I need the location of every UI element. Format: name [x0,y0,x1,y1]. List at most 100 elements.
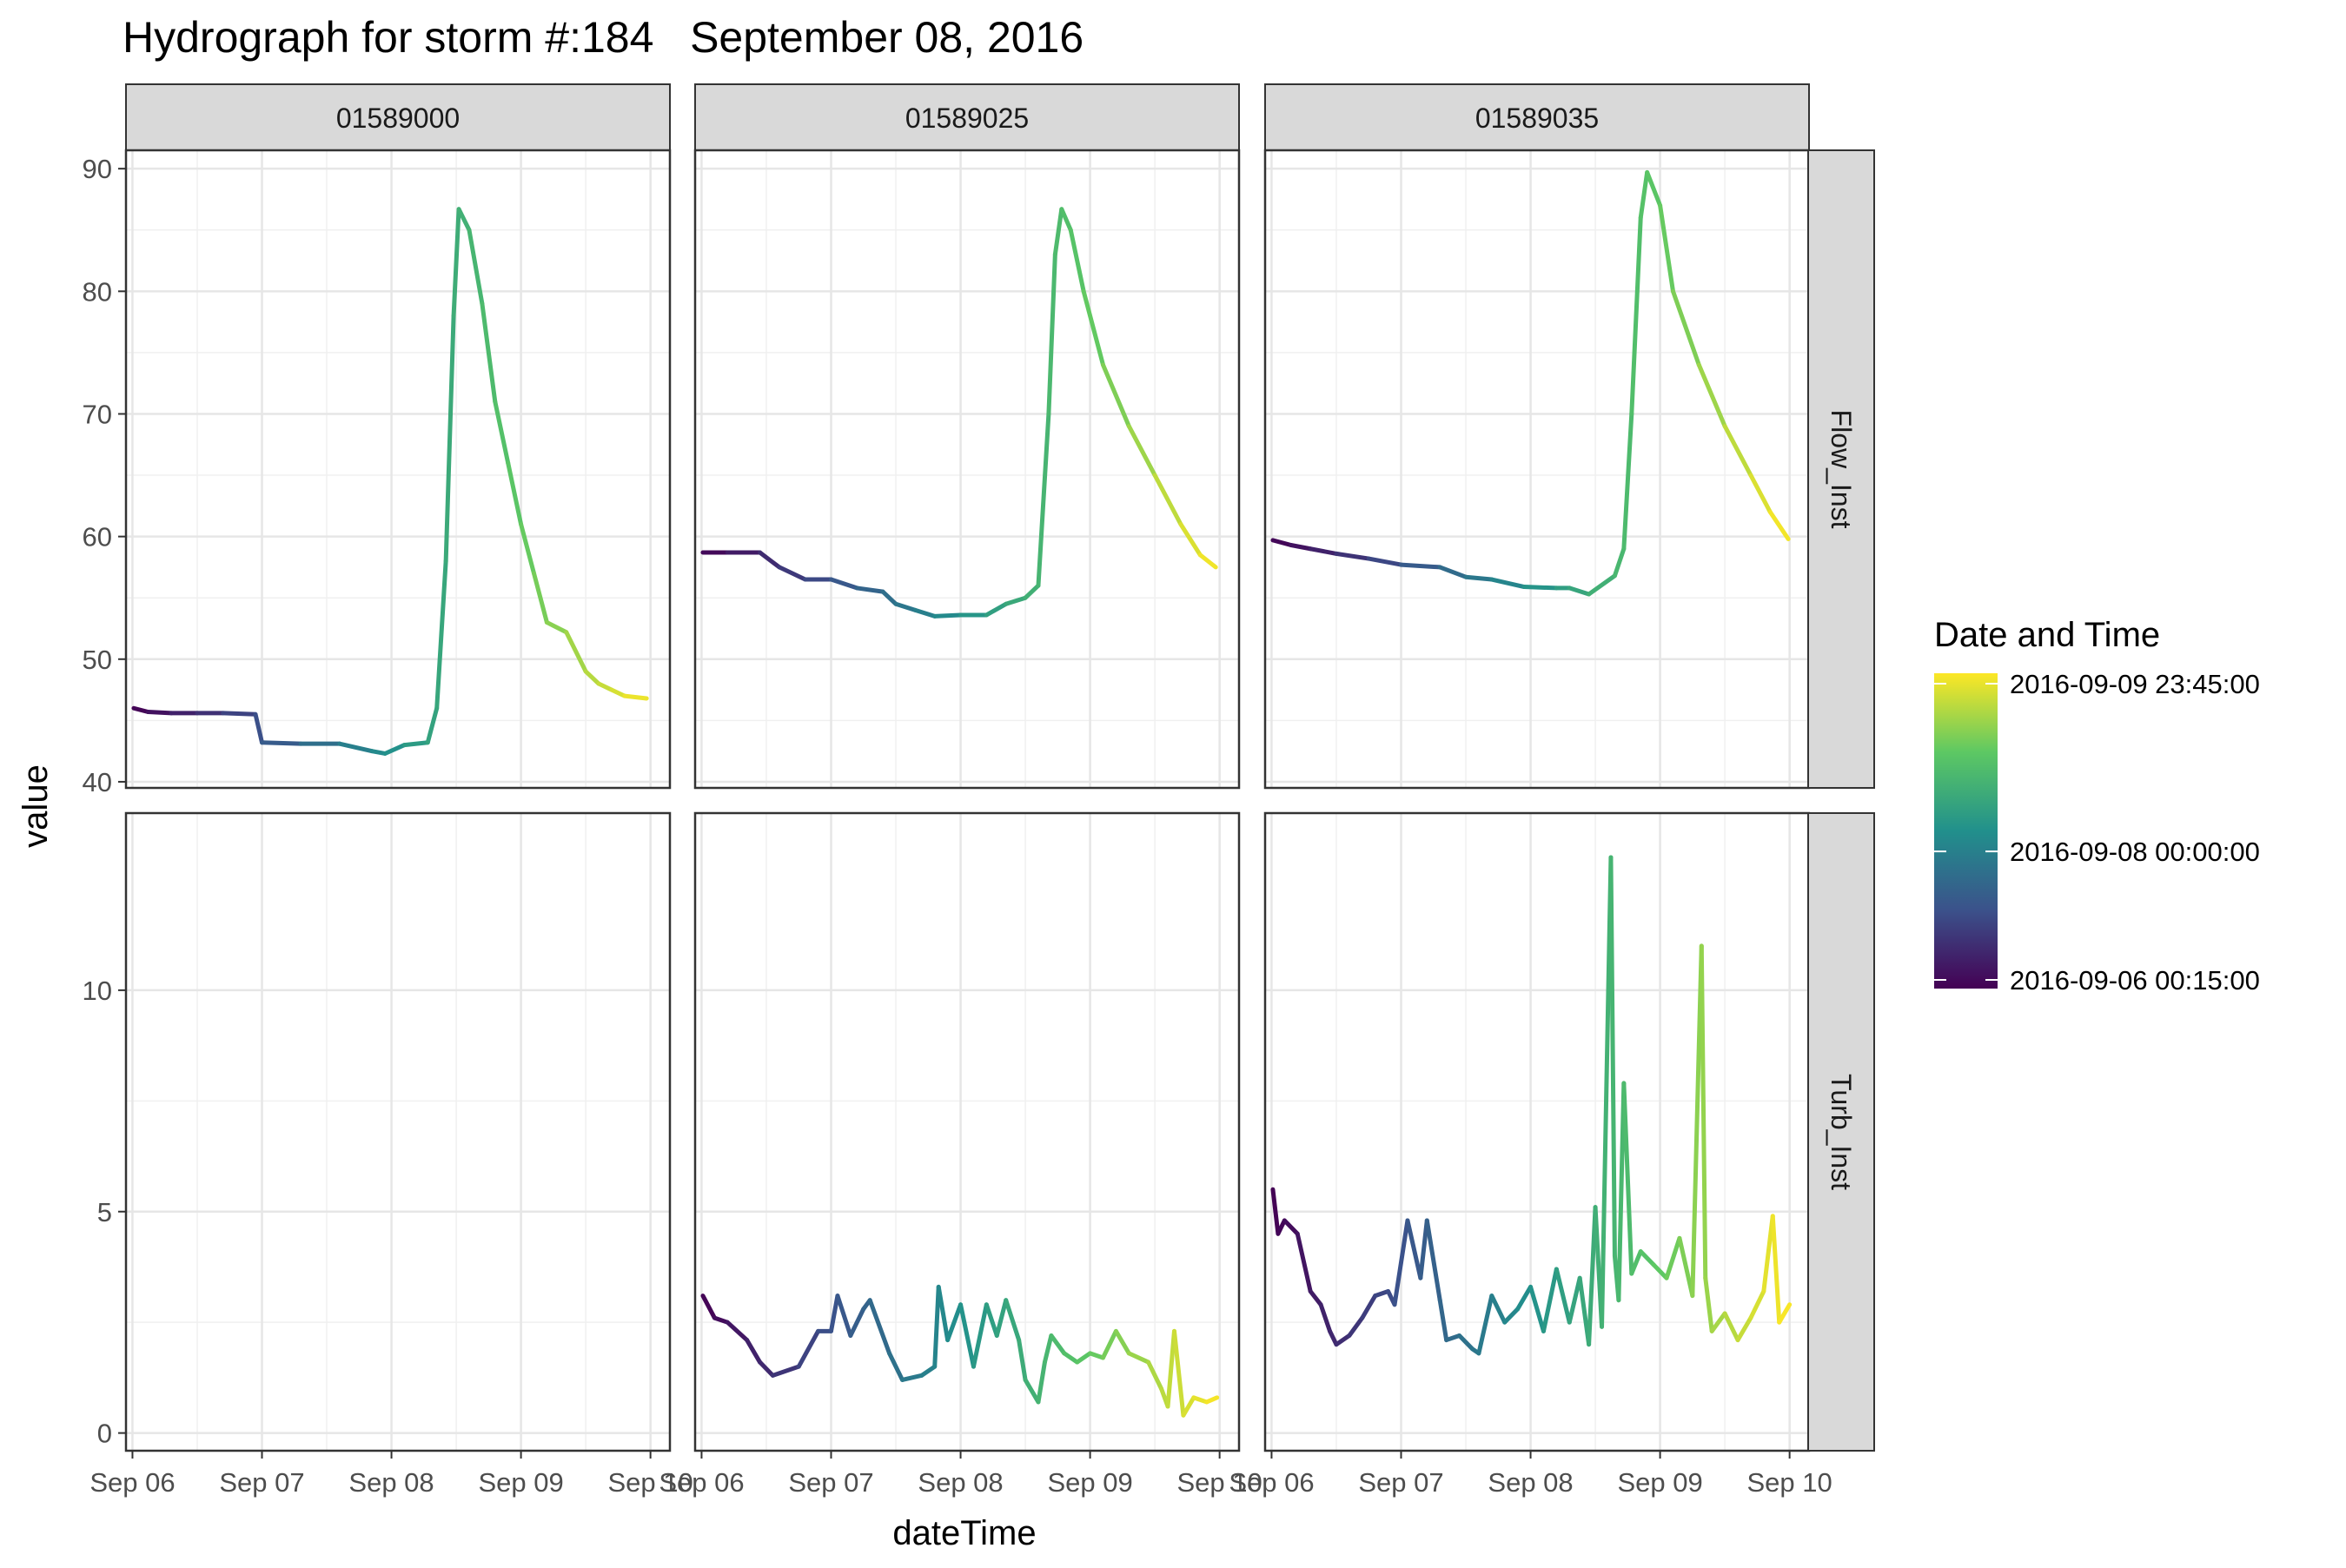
series-segment [880,589,898,606]
series-segment [1178,522,1203,558]
series-segment [1334,1333,1352,1347]
series-segment [1489,1293,1508,1325]
series-segment [1042,1333,1054,1365]
series-segment [519,522,536,576]
series-segment [1165,1328,1176,1409]
legend-label: 2016-09-09 23:45:00 [2010,669,2260,699]
x-tick-label: Sep 08 [1488,1467,1573,1498]
chart-title: Hydrograph for storm #:184 September 08,… [123,13,1084,62]
series-segment [1629,215,1643,416]
facet-strip-label: Turb_Inst [1826,1074,1857,1190]
series-segment [221,711,258,717]
series-segment [912,607,938,619]
series-segment [1696,362,1727,429]
x-tick-label: Sep 09 [478,1467,563,1498]
series-segment [745,1338,763,1365]
series-segment [583,669,601,686]
series-segment [145,709,174,716]
series-segment [887,1351,905,1382]
series-segment [848,1307,866,1338]
facet-strip-01589035 [1264,83,1810,151]
panel-border [693,149,1241,790]
y-tick-label: 60 [83,522,112,552]
series-segment [1308,1289,1323,1307]
series-segment [770,1364,801,1378]
series-segment [506,460,524,527]
panel-background [1265,813,1809,1451]
series-01589035-Flow_Inst [1270,169,1791,597]
series-segment [1600,855,1614,1329]
y-tick-label: 90 [83,154,112,184]
series-01589025-Flow_Inst [700,207,1218,619]
x-tick-label: Sep 09 [1047,1467,1132,1498]
x-tick-label: Sep 08 [918,1467,1003,1498]
series-segment [1671,288,1701,367]
series-segment [1373,1289,1391,1299]
series-segment [443,314,456,564]
series-segment [532,571,549,625]
series-segment [1457,1333,1475,1352]
series-segment [899,1373,924,1382]
x-tick-label: Sep 06 [1229,1467,1314,1498]
series-segment [1392,1218,1410,1307]
series-01589000-Flow_Inst [131,207,649,756]
series-segment [1767,509,1791,541]
series-segment [1638,169,1650,221]
series-segment [867,1298,892,1356]
series-segment [1651,1262,1669,1280]
panels-layer: 01589000 40 50 60 70 80 90 0 5 10 Sep 06 Sep 07 Sep … [83,83,1875,1498]
series-segment [1171,1328,1186,1418]
series-segment [1463,574,1494,582]
series-segment [1761,1214,1775,1293]
series-segment [893,601,918,612]
series-segment [1554,1267,1572,1325]
series-segment [1126,1351,1151,1365]
color-legend: Date and Time 2016-09-09 23:45:00 2016-09… [1934,616,2260,996]
series-segment [1748,1289,1766,1320]
legend-label: 2016-09-08 00:00:00 [2010,837,2260,867]
series-segment [1191,1395,1209,1405]
series-segment [829,577,859,591]
series-segment [1101,1328,1118,1360]
series-segment [369,749,388,756]
series-segment [1677,1235,1695,1299]
series-segment [1699,943,1708,1280]
series-segment [1181,1395,1196,1418]
panel-background [126,813,670,1451]
series-segment [1748,473,1773,514]
series-segment [622,693,649,701]
x-tick-label: Sep 07 [219,1467,304,1498]
series-segment [1017,1338,1028,1382]
series-segment [829,1293,840,1333]
series-segment [1437,1298,1449,1343]
series-segment [1645,169,1663,208]
series-segment [1197,552,1218,570]
series-segment [493,399,511,466]
series-segment [1418,1218,1429,1280]
x-tick-label: Sep 08 [348,1467,434,1498]
series-segment [958,1302,976,1369]
series-segment [1308,546,1339,556]
series-01589035-Turb_Inst [1270,855,1793,1356]
series-segment [1282,1218,1300,1236]
facet-strip-label: 01589025 [905,103,1029,134]
series-segment [1476,1293,1494,1356]
series-segment [758,1360,775,1378]
series-segment [382,743,407,756]
series-segment [1318,1302,1333,1333]
series-segment [971,1302,989,1369]
series-segment [1587,1205,1598,1347]
series-segment [1126,424,1157,478]
series-segment [994,1298,1009,1338]
series-segment [1770,1214,1782,1325]
series-segment [596,681,614,692]
series-segment [1004,595,1028,606]
series-segment [1424,1218,1442,1303]
series-segment [1049,1333,1067,1356]
series-segment [1036,411,1051,588]
y-tick-label: 80 [83,276,112,307]
series-segment [1088,1351,1105,1360]
y-tick-label: 5 [97,1197,112,1227]
series-segment [932,1284,941,1369]
